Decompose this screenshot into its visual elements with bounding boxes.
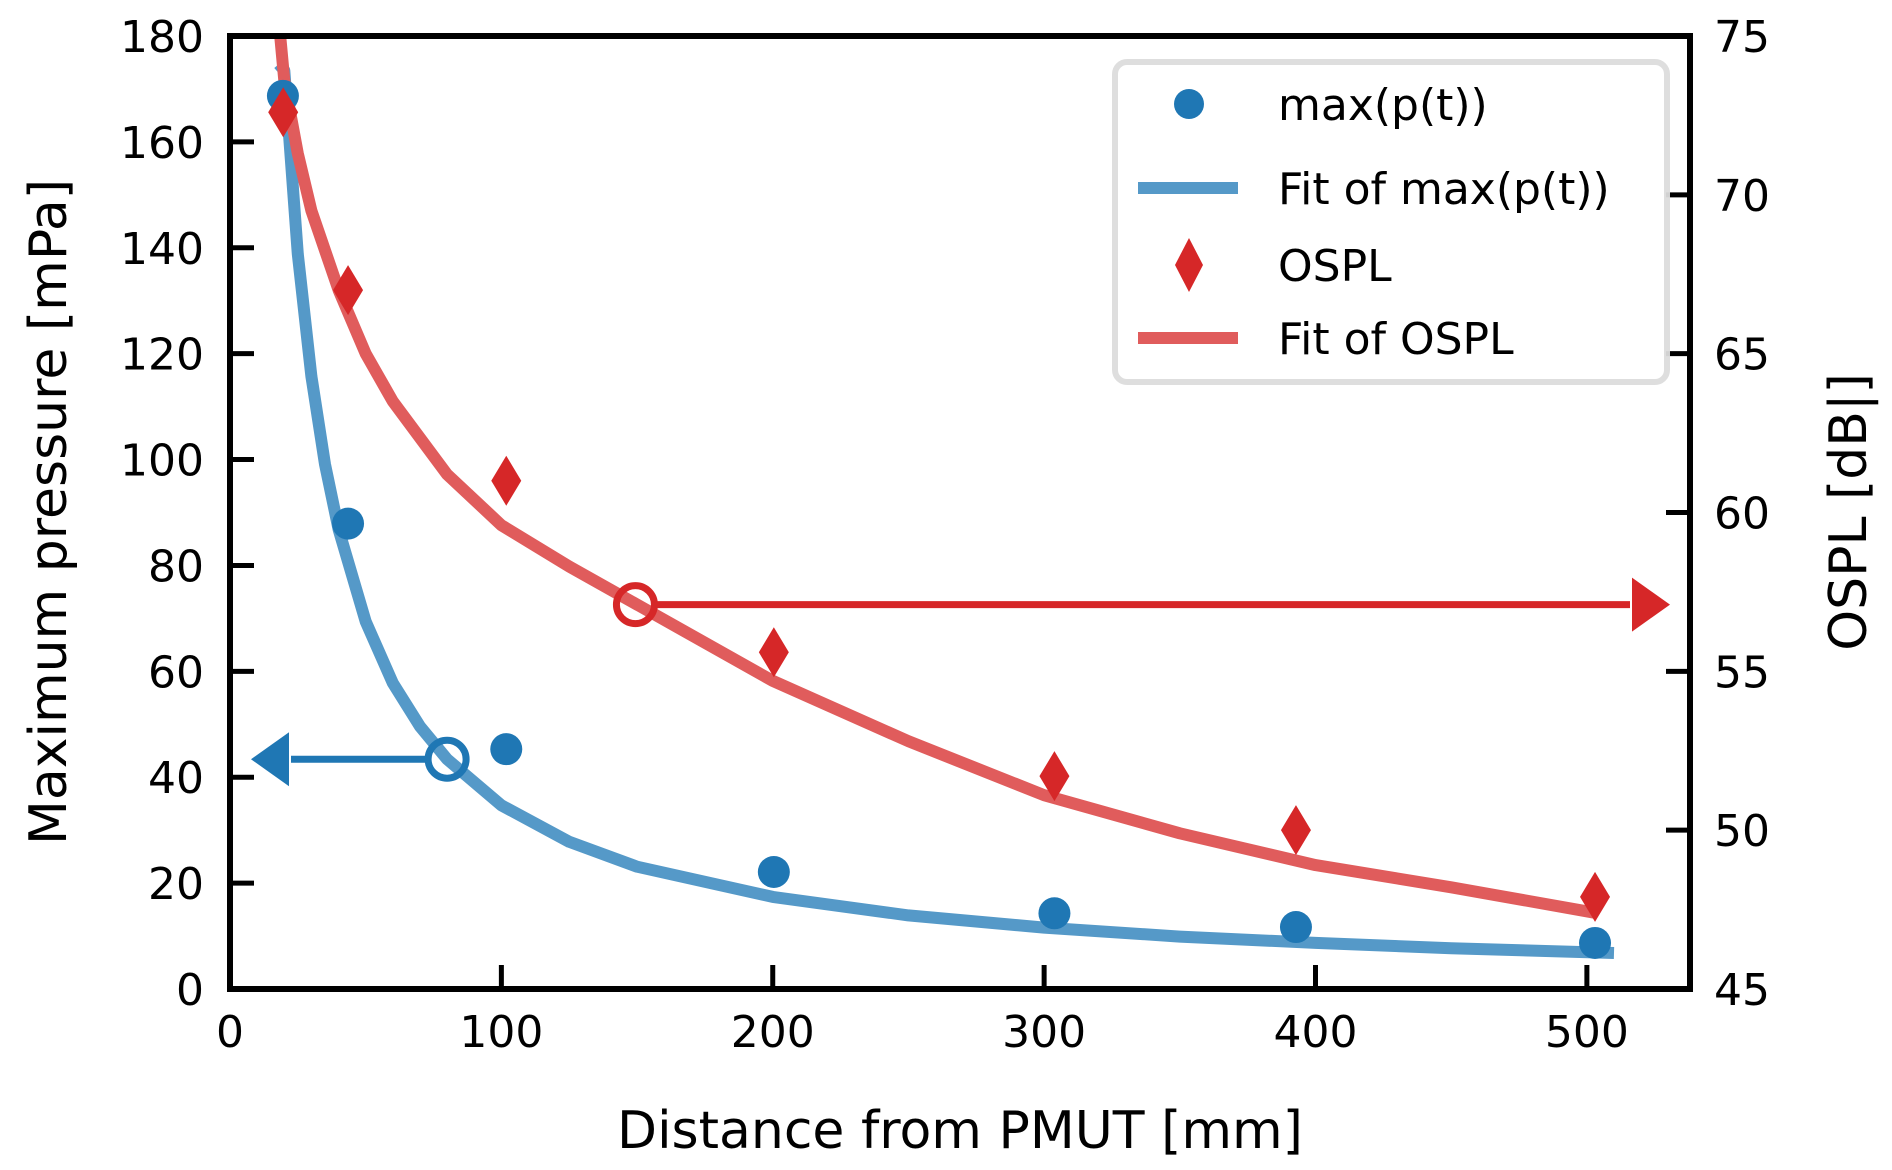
y-tick-label: 60 bbox=[148, 647, 204, 698]
annotation-layer bbox=[251, 577, 1670, 787]
y-tick-label: 140 bbox=[120, 224, 204, 275]
x-tick-label: 200 bbox=[731, 1007, 815, 1058]
legend-label-max-p: max(p(t)) bbox=[1278, 80, 1488, 131]
data-point-pressure bbox=[1038, 897, 1071, 930]
y2-tick-label: 70 bbox=[1714, 171, 1770, 222]
x-tick-label: 100 bbox=[459, 1007, 543, 1058]
legend-label-fit-max-p: Fit of max(p(t)) bbox=[1278, 164, 1610, 215]
marker-open-circle-ospl bbox=[612, 582, 658, 628]
y2-tick-label: 60 bbox=[1714, 489, 1770, 540]
y2-tick-label: 65 bbox=[1714, 330, 1770, 381]
data-point-ospl bbox=[1039, 751, 1070, 802]
legend: max(p(t)) Fit of max(p(t)) OSPL Fit of O… bbox=[1112, 59, 1670, 385]
y2-tick-label: 55 bbox=[1714, 647, 1770, 698]
marker-open-circle-pressure bbox=[424, 736, 470, 782]
data-point-pressure bbox=[757, 855, 790, 888]
series-layer bbox=[266, 36, 1615, 959]
x-axis-ticks: 0 100 200 300 400 500 bbox=[216, 965, 1629, 1058]
data-point-pressure bbox=[1579, 926, 1612, 959]
legend-label-fit-ospl: Fit of OSPL bbox=[1278, 314, 1514, 365]
data-point-pressure bbox=[1279, 911, 1312, 944]
legend-marker-circle-icon bbox=[1174, 89, 1204, 119]
y2-tick-label: 75 bbox=[1714, 12, 1770, 63]
legend-marker-diamond-icon bbox=[1175, 238, 1203, 292]
y-tick-label: 80 bbox=[148, 541, 204, 592]
data-point-ospl bbox=[1580, 871, 1611, 922]
data-point-ospl bbox=[1280, 805, 1311, 856]
data-point-pressure bbox=[332, 507, 365, 540]
x-tick-label: 500 bbox=[1545, 1007, 1629, 1058]
y-tick-label: 20 bbox=[148, 859, 204, 910]
y-tick-label: 180 bbox=[120, 12, 204, 63]
y-axis-label: Maximum pressure [mPa] bbox=[19, 179, 79, 845]
data-point-ospl bbox=[491, 455, 522, 506]
arrow-right-icon bbox=[1632, 577, 1670, 632]
y-tick-label: 120 bbox=[120, 330, 204, 381]
x-tick-label: 0 bbox=[216, 1007, 244, 1058]
y2-axis-label: OSPL [dB|] bbox=[1819, 373, 1879, 651]
y-tick-label: 0 bbox=[176, 965, 204, 1016]
legend-label-ospl: OSPL bbox=[1278, 241, 1392, 292]
y-tick-label: 100 bbox=[120, 436, 204, 487]
x-tick-label: 300 bbox=[1002, 1007, 1086, 1058]
fit-line-ospl bbox=[274, 36, 1597, 919]
y-tick-label: 40 bbox=[148, 753, 204, 804]
fit-line-pressure bbox=[274, 60, 1615, 959]
y2-tick-label: 45 bbox=[1714, 965, 1770, 1016]
data-point-ospl bbox=[758, 627, 789, 678]
x-axis-label: Distance from PMUT [mm] bbox=[617, 1101, 1303, 1161]
data-point-ospl bbox=[268, 87, 299, 138]
y-axis-ticks: 0 20 40 60 80 100 120 140 160 180 bbox=[120, 12, 254, 1016]
y2-tick-label: 50 bbox=[1714, 806, 1770, 857]
data-point-pressure bbox=[490, 733, 523, 766]
y2-axis-ticks: 45 50 55 60 65 70 75 bbox=[1666, 12, 1770, 1016]
arrow-left-icon bbox=[251, 732, 289, 787]
legend-frame bbox=[1112, 59, 1670, 385]
y-tick-label: 160 bbox=[120, 118, 204, 169]
x-tick-label: 400 bbox=[1274, 1007, 1358, 1058]
data-point-ospl bbox=[333, 265, 364, 316]
